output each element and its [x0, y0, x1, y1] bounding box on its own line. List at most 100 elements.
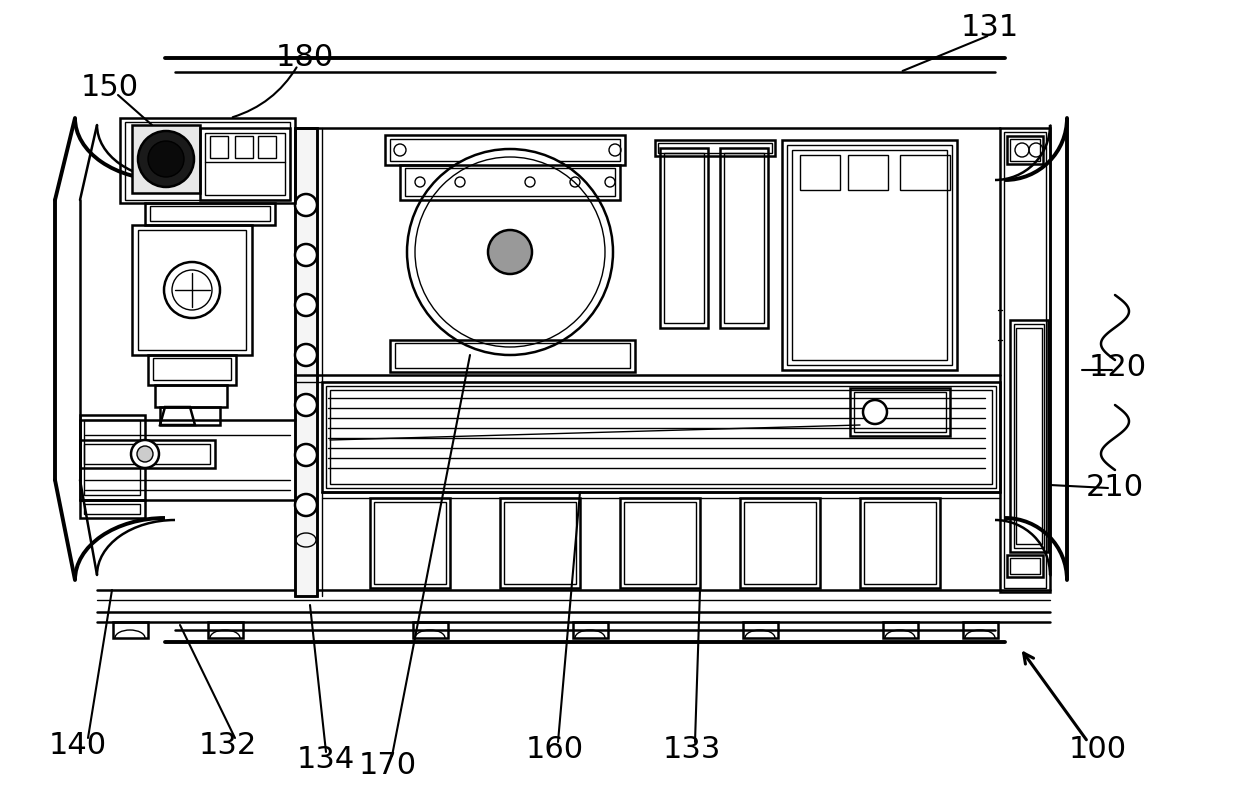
Polygon shape [160, 407, 195, 425]
Bar [205, 133, 285, 195]
Bar [374, 502, 446, 584]
Bar [743, 622, 777, 638]
Bar [573, 622, 608, 638]
Bar [84, 504, 140, 514]
Bar [401, 165, 620, 200]
Text: 132: 132 [198, 731, 257, 759]
Bar [84, 420, 140, 495]
Bar [150, 206, 270, 221]
Text: 120: 120 [1089, 354, 1147, 383]
Circle shape [863, 400, 887, 424]
Circle shape [172, 270, 212, 310]
Text: 170: 170 [358, 751, 417, 780]
Circle shape [295, 244, 317, 266]
Bar [787, 145, 952, 365]
Circle shape [407, 149, 613, 355]
Circle shape [295, 494, 317, 516]
Bar [138, 230, 246, 350]
Bar [849, 388, 950, 436]
Bar [1011, 139, 1040, 161]
Circle shape [489, 230, 532, 274]
Bar [624, 502, 696, 584]
Bar [1011, 558, 1040, 574]
Text: 100: 100 [1069, 735, 1127, 764]
Bar [782, 140, 957, 370]
Bar [326, 386, 996, 488]
Bar [370, 498, 450, 588]
Bar [854, 392, 946, 432]
Bar [900, 155, 950, 190]
Bar [503, 502, 577, 584]
Bar [131, 125, 200, 193]
Bar [792, 150, 947, 360]
Bar [1014, 324, 1044, 548]
Bar [740, 498, 820, 588]
Bar [330, 390, 992, 484]
Bar [120, 118, 295, 203]
Bar [148, 355, 236, 385]
Text: 134: 134 [296, 746, 355, 775]
Circle shape [415, 157, 605, 347]
Bar [200, 128, 290, 200]
Text: 150: 150 [81, 74, 139, 103]
Bar [208, 622, 243, 638]
Circle shape [295, 194, 317, 216]
Circle shape [164, 262, 219, 318]
Circle shape [138, 131, 193, 187]
Bar [391, 340, 635, 372]
Circle shape [148, 141, 184, 177]
Bar [720, 148, 768, 328]
Bar [861, 498, 940, 588]
Bar [125, 122, 290, 200]
Bar [295, 128, 317, 596]
Circle shape [136, 446, 153, 462]
Bar [396, 343, 630, 368]
Bar [883, 622, 918, 638]
Bar [663, 153, 704, 323]
Bar [155, 385, 227, 407]
Bar [1007, 136, 1043, 164]
Bar [1004, 132, 1047, 588]
Bar [81, 500, 145, 518]
Circle shape [295, 294, 317, 316]
Bar [724, 153, 764, 323]
Bar [848, 155, 888, 190]
Bar [744, 502, 816, 584]
Bar [405, 168, 615, 196]
Bar [660, 148, 708, 328]
Bar [1007, 555, 1043, 577]
Text: 131: 131 [961, 14, 1019, 43]
Bar [655, 140, 775, 156]
Bar [81, 415, 145, 500]
Bar [160, 407, 219, 425]
Bar [210, 136, 228, 158]
Bar [113, 622, 148, 638]
Text: 160: 160 [526, 735, 584, 764]
Text: 133: 133 [663, 735, 722, 764]
Bar [963, 622, 998, 638]
Bar [236, 136, 253, 158]
Bar [620, 498, 701, 588]
Bar [413, 622, 448, 638]
Bar [800, 155, 839, 190]
Bar [131, 225, 252, 355]
Bar [999, 128, 1050, 592]
Bar [864, 502, 936, 584]
Bar [1011, 320, 1048, 552]
Circle shape [295, 344, 317, 366]
Circle shape [295, 394, 317, 416]
Circle shape [295, 444, 317, 466]
Bar [658, 143, 773, 153]
Bar [295, 128, 317, 596]
Bar [153, 358, 231, 380]
Bar [500, 498, 580, 588]
Bar [145, 203, 275, 225]
Bar [258, 136, 277, 158]
Bar [84, 444, 210, 464]
Bar [81, 440, 215, 468]
Bar [384, 135, 625, 165]
Bar [322, 382, 999, 492]
Text: 180: 180 [275, 43, 334, 72]
Text: 140: 140 [48, 731, 107, 759]
Circle shape [131, 440, 159, 468]
